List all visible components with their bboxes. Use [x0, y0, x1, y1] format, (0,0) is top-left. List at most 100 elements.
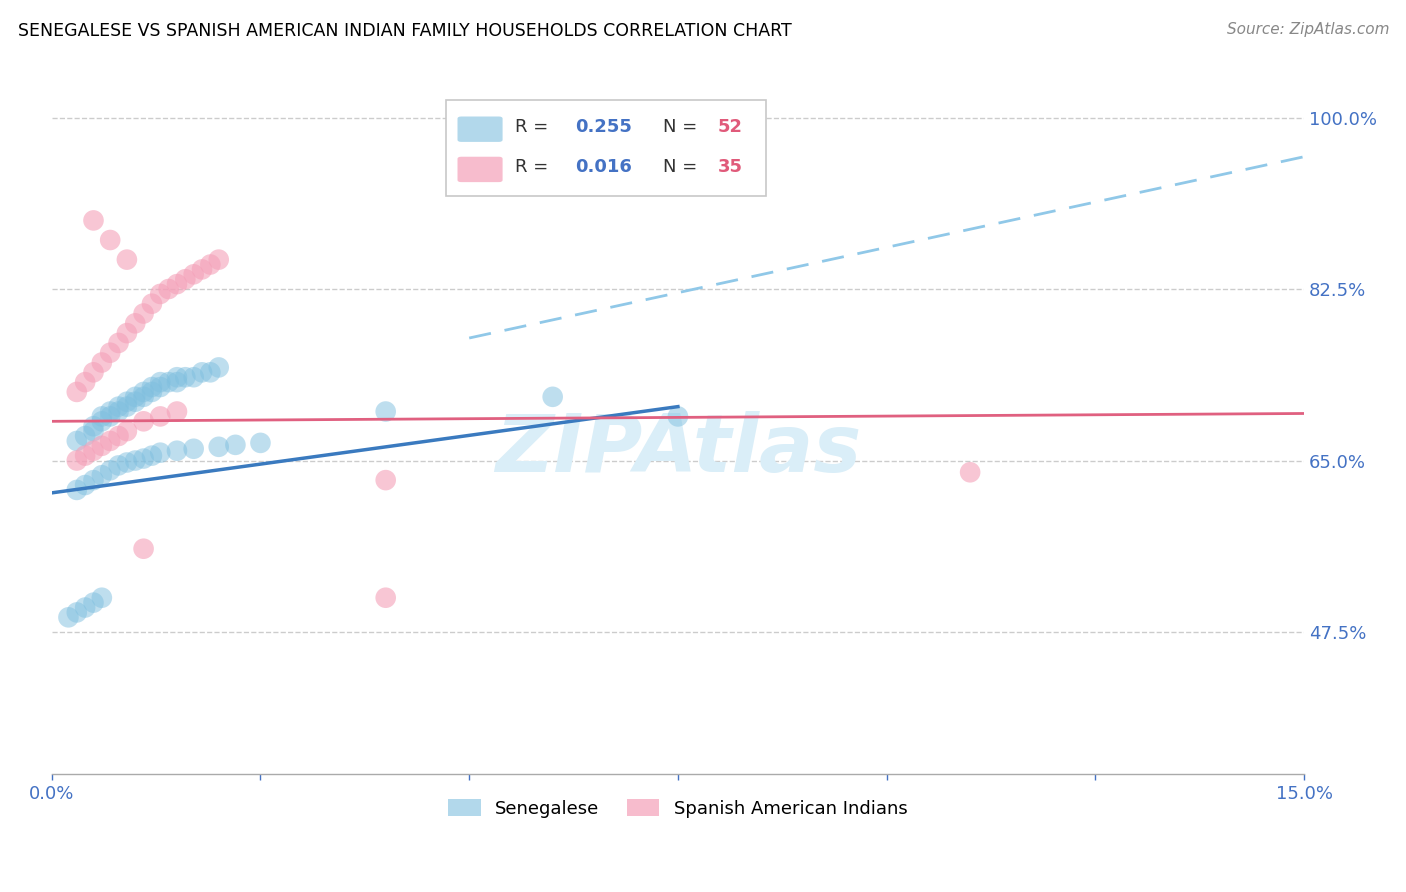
Point	[157, 375, 180, 389]
Point	[115, 394, 138, 409]
Point	[208, 440, 231, 454]
Point	[107, 400, 129, 414]
Point	[90, 414, 112, 428]
Text: 0.016: 0.016	[575, 158, 633, 177]
Point	[66, 384, 89, 399]
Point	[115, 424, 138, 438]
Point	[115, 326, 138, 340]
Point	[82, 596, 104, 610]
Point	[183, 370, 205, 384]
Point	[183, 442, 205, 456]
FancyBboxPatch shape	[457, 157, 502, 182]
Point	[82, 424, 104, 438]
Point	[107, 458, 129, 473]
Point	[107, 335, 129, 350]
Point	[132, 390, 155, 404]
Point	[75, 600, 97, 615]
Point	[82, 473, 104, 487]
Point	[374, 591, 396, 605]
Point	[959, 465, 981, 479]
Point	[200, 258, 222, 272]
Point	[90, 409, 112, 424]
Point	[374, 404, 396, 418]
Point	[166, 370, 188, 384]
Point	[374, 473, 396, 487]
Point	[666, 409, 689, 424]
Text: R =: R =	[515, 158, 554, 177]
Point	[174, 272, 197, 286]
Point	[107, 404, 129, 418]
Point	[191, 365, 214, 379]
Point	[124, 316, 146, 330]
Text: N =: N =	[662, 118, 703, 136]
Text: 0.255: 0.255	[575, 118, 633, 136]
Point	[132, 451, 155, 466]
Point	[115, 455, 138, 469]
Legend: Senegalese, Spanish American Indians: Senegalese, Spanish American Indians	[441, 792, 915, 825]
Point	[541, 390, 564, 404]
Point	[149, 380, 172, 394]
Point	[66, 453, 89, 467]
Point	[166, 277, 188, 292]
Point	[66, 434, 89, 448]
Point	[58, 610, 80, 624]
Point	[157, 282, 180, 296]
Text: 35: 35	[718, 158, 742, 177]
Point	[90, 591, 112, 605]
Text: ZIPAtlas: ZIPAtlas	[495, 410, 860, 489]
Point	[208, 252, 231, 267]
Point	[149, 409, 172, 424]
FancyBboxPatch shape	[457, 117, 502, 142]
Point	[75, 449, 97, 463]
Text: N =: N =	[662, 158, 703, 177]
Point	[149, 375, 172, 389]
Point	[141, 449, 163, 463]
Point	[132, 414, 155, 428]
Point	[75, 478, 97, 492]
Point	[141, 296, 163, 310]
Point	[98, 409, 121, 424]
Point	[82, 419, 104, 434]
Point	[166, 404, 188, 418]
Point	[98, 434, 121, 448]
Point	[82, 365, 104, 379]
Point	[115, 252, 138, 267]
Point	[98, 345, 121, 359]
Point	[75, 429, 97, 443]
Point	[75, 375, 97, 389]
Point	[124, 453, 146, 467]
Point	[200, 365, 222, 379]
Point	[82, 443, 104, 458]
Point	[115, 400, 138, 414]
Point	[132, 384, 155, 399]
Point	[90, 468, 112, 483]
Point	[90, 439, 112, 453]
Point	[107, 429, 129, 443]
Point	[183, 268, 205, 282]
Point	[174, 370, 197, 384]
Point	[141, 384, 163, 399]
Text: R =: R =	[515, 118, 554, 136]
Point	[66, 606, 89, 620]
Point	[141, 380, 163, 394]
Point	[98, 463, 121, 477]
Point	[224, 438, 246, 452]
Point	[124, 390, 146, 404]
Text: Source: ZipAtlas.com: Source: ZipAtlas.com	[1226, 22, 1389, 37]
Point	[191, 262, 214, 277]
Point	[166, 443, 188, 458]
Point	[132, 306, 155, 320]
Point	[82, 213, 104, 227]
Point	[149, 445, 172, 459]
Point	[124, 394, 146, 409]
Point	[208, 360, 231, 375]
Point	[132, 541, 155, 556]
Point	[90, 355, 112, 369]
Point	[149, 287, 172, 301]
Point	[66, 483, 89, 497]
Point	[98, 404, 121, 418]
Text: 52: 52	[718, 118, 742, 136]
Point	[98, 233, 121, 247]
Point	[166, 375, 188, 389]
Point	[249, 436, 271, 450]
